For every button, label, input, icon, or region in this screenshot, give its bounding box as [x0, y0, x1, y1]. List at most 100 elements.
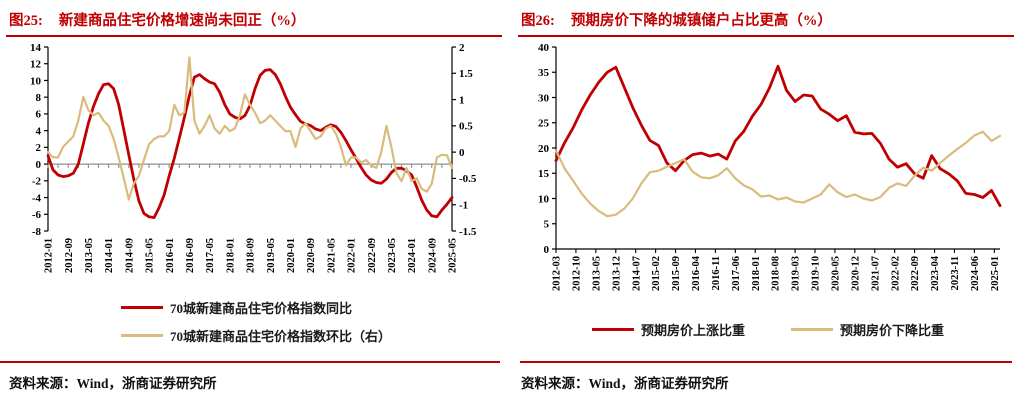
figure-26-title-underline: [518, 35, 1014, 37]
expect-rise-legend-label: 预期房价上涨比重: [640, 323, 745, 338]
svg-text:2016-01: 2016-01: [165, 238, 176, 273]
svg-text:2017-06: 2017-06: [731, 256, 742, 291]
svg-text:2: 2: [36, 142, 42, 154]
svg-text:2023-11: 2023-11: [950, 256, 961, 290]
svg-text:2020-01: 2020-01: [286, 238, 297, 273]
svg-text:2019-05: 2019-05: [266, 238, 277, 273]
figure-26-title: 预期房价下降的城镇储户占比更高（%）: [570, 13, 832, 29]
svg-text:2019-10: 2019-10: [811, 256, 822, 291]
svg-text:2014-07: 2014-07: [631, 256, 642, 291]
mom-line-swatch: [120, 334, 163, 337]
figure-25-legend: 70城新建商品住宅价格指数同比 70城新建商品住宅价格指数环比（右）: [120, 298, 391, 345]
svg-text:10: 10: [538, 193, 550, 205]
svg-text:2017-05: 2017-05: [205, 238, 216, 273]
svg-text:2024-09: 2024-09: [427, 238, 438, 273]
figure-25-title: 新建商品住宅价格增速尚未回正（%）: [58, 13, 306, 29]
mom-legend-label: 70城新建商品住宅价格指数环比（右）: [169, 329, 391, 344]
figure-25-footer-rule: [0, 361, 500, 363]
svg-text:2016-04: 2016-04: [691, 255, 702, 291]
expect-rise-line-swatch: [591, 328, 634, 331]
legend-item-expect-rise: 预期房价上涨比重: [591, 320, 745, 339]
svg-text:2020-05: 2020-05: [830, 256, 841, 291]
svg-text:2023-04: 2023-04: [930, 255, 941, 291]
legend-item-mom: 70城新建商品住宅价格指数环比（右）: [120, 326, 391, 345]
svg-text:2012-10: 2012-10: [571, 256, 582, 291]
svg-text:-8: -8: [32, 226, 42, 238]
svg-text:14: 14: [30, 42, 42, 54]
svg-text:2018-09: 2018-09: [246, 238, 257, 273]
svg-text:2022-09: 2022-09: [910, 256, 921, 291]
svg-text:2018-01: 2018-01: [751, 256, 762, 291]
svg-text:15: 15: [538, 168, 550, 180]
svg-text:2022-09: 2022-09: [367, 238, 378, 273]
svg-text:5: 5: [544, 219, 550, 231]
svg-text:2025-05: 2025-05: [448, 238, 459, 273]
svg-text:2021-07: 2021-07: [870, 256, 881, 291]
chart-canvas-0: 14121086420-2-4-6-821.510.50-0.5-1-1.520…: [30, 42, 477, 273]
svg-text:-4: -4: [32, 192, 42, 204]
yoy-legend-label: 70城新建商品住宅价格指数同比: [169, 301, 352, 316]
figure-25-panel: 图25: 新建商品住宅价格增速尚未回正（%） 14 12 10 8 6 4 2 0 -2 -4 -6…: [0, 0, 512, 400]
svg-text:12: 12: [30, 59, 42, 71]
figure-25-label: 图25:: [9, 13, 43, 29]
svg-text:2016-09: 2016-09: [185, 238, 196, 273]
expect-fall-legend-label: 预期房价下降比重: [840, 323, 945, 338]
svg-text:-6: -6: [32, 209, 42, 221]
svg-text:2024-01: 2024-01: [407, 238, 418, 273]
figure-26-panel: 图26: 预期房价下降的城镇储户占比更高（%） 40 35 30 25 20 15 10 5 0…: [512, 0, 1024, 400]
figure-25-source: 资料来源：Wind，浙商证券研究所: [9, 376, 217, 391]
svg-text:0: 0: [459, 147, 465, 159]
svg-text:0: 0: [544, 244, 550, 256]
svg-text:1.5: 1.5: [459, 68, 473, 80]
svg-text:10: 10: [30, 75, 42, 87]
svg-text:2016-11: 2016-11: [711, 256, 722, 290]
svg-text:2020-12: 2020-12: [850, 256, 861, 291]
svg-text:2014-09: 2014-09: [124, 238, 135, 273]
svg-text:25: 25: [538, 118, 550, 130]
yoy-line-swatch: [120, 306, 163, 309]
svg-text:2023-05: 2023-05: [387, 238, 398, 273]
svg-text:2: 2: [459, 42, 465, 54]
svg-text:4: 4: [36, 125, 42, 137]
figure-26-source: 资料来源：Wind，浙商证券研究所: [521, 376, 729, 391]
figure-26-footer-rule: [520, 361, 1012, 363]
svg-text:2018-01: 2018-01: [225, 238, 236, 273]
figure-25-header: 图25: 新建商品住宅价格增速尚未回正（%）: [0, 0, 512, 30]
svg-text:2022-02: 2022-02: [890, 256, 901, 291]
svg-text:2019-03: 2019-03: [791, 256, 802, 291]
svg-text:2018-08: 2018-08: [771, 256, 782, 291]
legend-item-expect-fall: 预期房价下降比重: [791, 320, 944, 339]
svg-text:2025-01: 2025-01: [990, 256, 1001, 291]
figure-26-legend: 预期房价上涨比重 预期房价下降比重: [512, 320, 1024, 339]
svg-text:-1: -1: [459, 200, 468, 212]
svg-text:2015-05: 2015-05: [145, 238, 156, 273]
svg-text:-2: -2: [32, 176, 42, 188]
svg-text:-1.5: -1.5: [459, 226, 477, 238]
svg-text:2022-01: 2022-01: [347, 238, 358, 273]
svg-text:1: 1: [459, 94, 465, 106]
svg-text:0: 0: [36, 159, 42, 171]
svg-text:2020-09: 2020-09: [306, 238, 317, 273]
price-expectation-line-chart: 40 35 30 25 20 15 10 5 0 2012-03 2012-10 2013-05 201…: [514, 39, 1024, 316]
svg-text:2015-02: 2015-02: [651, 256, 662, 291]
svg-text:6: 6: [36, 109, 42, 121]
svg-text:2015-09: 2015-09: [671, 256, 682, 291]
svg-text:2013-12: 2013-12: [611, 256, 622, 291]
svg-text:2021-05: 2021-05: [326, 238, 337, 273]
svg-text:0.5: 0.5: [459, 121, 473, 133]
svg-text:2012-03: 2012-03: [552, 256, 563, 291]
svg-text:35: 35: [538, 67, 550, 79]
svg-text:20: 20: [538, 143, 550, 155]
expect-fall-line-swatch: [791, 328, 833, 331]
svg-text:2013-05: 2013-05: [84, 238, 95, 273]
figure-26-header: 图26: 预期房价下降的城镇储户占比更高（%）: [512, 0, 1024, 30]
svg-text:40: 40: [538, 42, 550, 54]
svg-text:2013-05: 2013-05: [591, 256, 602, 291]
price-index-line-chart: 14 12 10 8 6 4 2 0 -2 -4 -6 -8 2 1.5 1 0.5 0 -0.5 -1 -1.5 20…: [2, 39, 512, 296]
figure-26-footer: 资料来源：Wind，浙商证券研究所: [512, 361, 1024, 400]
figure-25-footer: 资料来源：Wind，浙商证券研究所: [0, 361, 512, 400]
svg-text:2014-01: 2014-01: [104, 238, 115, 273]
svg-text:-0.5: -0.5: [459, 173, 477, 185]
svg-text:2012-01: 2012-01: [44, 238, 55, 273]
